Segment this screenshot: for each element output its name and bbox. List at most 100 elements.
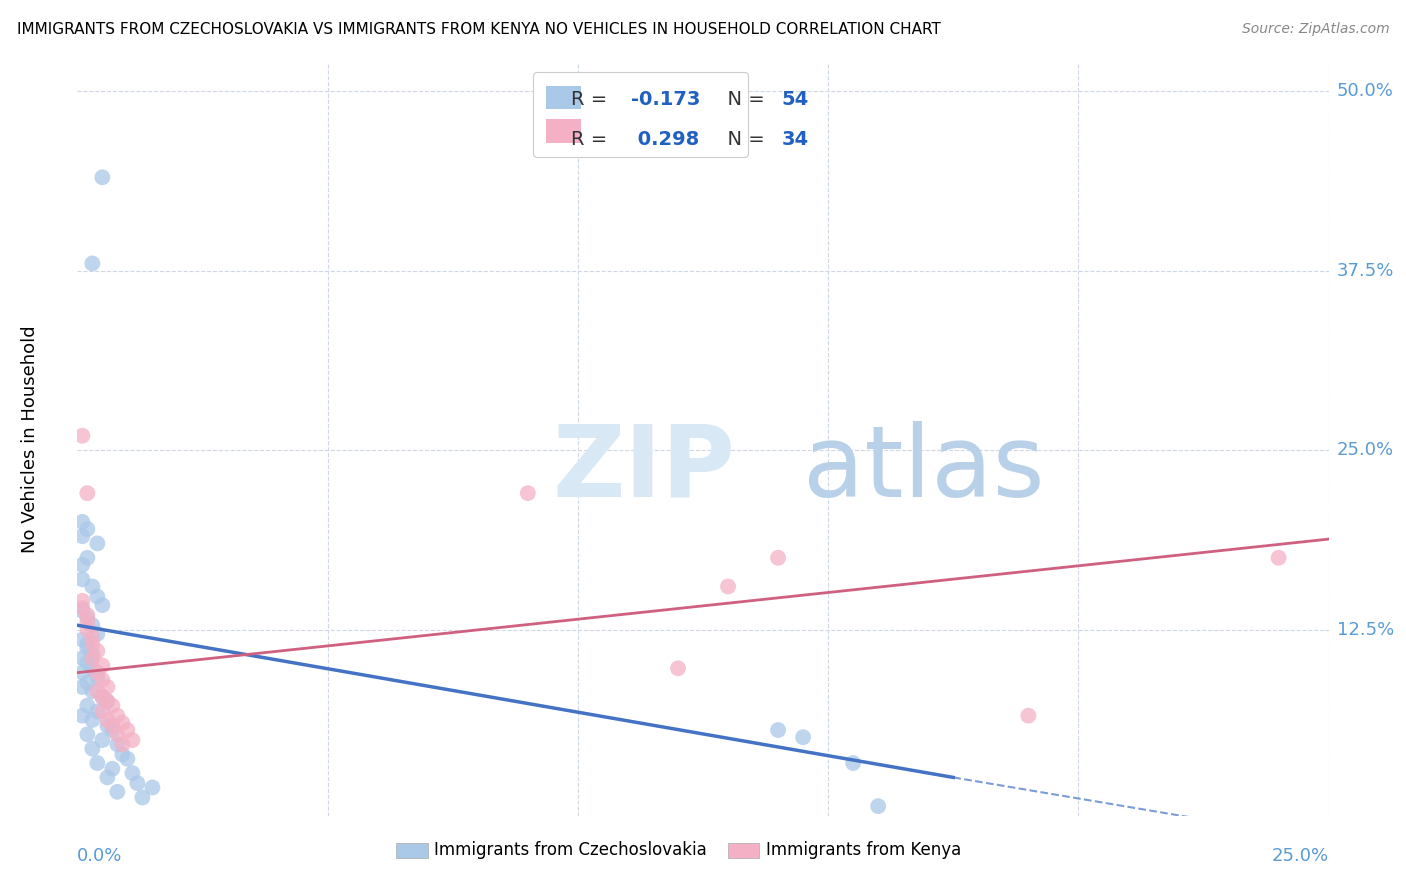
Point [86, 756, 108, 770]
Point [96, 680, 118, 694]
Point [76, 615, 98, 630]
Point [72, 708, 94, 723]
Point [76, 656, 98, 670]
Text: Source: ZipAtlas.com: Source: ZipAtlas.com [1241, 22, 1389, 37]
Point [101, 762, 124, 776]
Point [516, 486, 538, 500]
Point [72, 680, 94, 694]
Point [766, 550, 789, 565]
Point [101, 719, 124, 733]
Point [666, 661, 689, 675]
Point [101, 723, 124, 737]
Point [86, 670, 108, 684]
Point [91, 598, 114, 612]
Point [76, 486, 98, 500]
Point [72, 601, 94, 615]
Point [72, 558, 94, 572]
Point [86, 665, 108, 680]
Point [121, 766, 143, 780]
Point [76, 550, 98, 565]
Point [842, 756, 865, 770]
Point [82, 741, 104, 756]
Text: Immigrants from Kenya: Immigrants from Kenya [765, 841, 960, 859]
Point [86, 536, 108, 550]
Legend:                       ,                       : , [533, 72, 748, 157]
Point [91, 733, 114, 747]
Point [72, 428, 94, 442]
Point [86, 627, 108, 641]
Point [86, 590, 108, 604]
Point [117, 752, 139, 766]
Point [96, 771, 118, 785]
Point [82, 618, 104, 632]
Point [76, 522, 98, 536]
Text: atlas: atlas [803, 421, 1045, 518]
Point [72, 632, 94, 647]
Text: 34: 34 [782, 130, 808, 149]
Text: ZIP: ZIP [553, 421, 735, 518]
Point [96, 713, 118, 727]
Text: Immigrants from Czechoslovakia: Immigrants from Czechoslovakia [434, 841, 707, 859]
Point [76, 675, 98, 690]
Point [105, 785, 128, 799]
Text: 0.0%: 0.0% [77, 847, 122, 864]
Bar [396, 843, 427, 857]
Point [101, 698, 124, 713]
Point [72, 572, 94, 586]
Point [117, 723, 139, 737]
Point [72, 651, 94, 665]
Text: R =: R = [571, 89, 613, 109]
Point [72, 529, 94, 543]
Point [868, 799, 890, 814]
Point [111, 738, 134, 752]
Point [121, 733, 143, 747]
Text: 0.298: 0.298 [631, 130, 700, 149]
Point [82, 630, 104, 644]
Point [131, 790, 153, 805]
Point [76, 698, 98, 713]
Point [105, 708, 128, 723]
Point [91, 690, 114, 704]
Point [91, 690, 114, 704]
Text: -0.173: -0.173 [631, 89, 700, 109]
Point [76, 641, 98, 656]
Point [82, 256, 104, 270]
Text: IMMIGRANTS FROM CZECHOSLOVAKIA VS IMMIGRANTS FROM KENYA NO VEHICLES IN HOUSEHOLD: IMMIGRANTS FROM CZECHOSLOVAKIA VS IMMIGR… [17, 22, 941, 37]
Text: N =: N = [716, 89, 770, 109]
Point [76, 611, 98, 625]
Point [1017, 708, 1039, 723]
Point [91, 673, 114, 687]
Bar [728, 843, 759, 857]
Point [105, 738, 128, 752]
Point [76, 608, 98, 623]
Point [91, 705, 114, 719]
Point [91, 658, 114, 673]
Point [82, 651, 104, 665]
Point [82, 647, 104, 661]
Point [86, 644, 108, 658]
Point [82, 661, 104, 675]
Point [82, 713, 104, 727]
Point [91, 170, 114, 185]
Text: R =: R = [571, 130, 613, 149]
Point [105, 727, 128, 741]
Point [86, 684, 108, 698]
Point [127, 776, 149, 790]
Text: 25.0%: 25.0% [1271, 847, 1329, 864]
Point [82, 684, 104, 698]
Text: 25.0%: 25.0% [1337, 441, 1395, 459]
Text: N =: N = [716, 130, 770, 149]
Point [82, 637, 104, 651]
Point [111, 747, 134, 762]
Point [86, 705, 108, 719]
Point [76, 637, 98, 651]
Point [717, 579, 740, 593]
Text: 54: 54 [782, 89, 808, 109]
Point [111, 715, 134, 730]
Point [72, 515, 94, 529]
Text: 50.0%: 50.0% [1337, 82, 1393, 100]
Text: 12.5%: 12.5% [1337, 621, 1395, 639]
Text: 37.5%: 37.5% [1337, 261, 1395, 279]
Point [82, 579, 104, 593]
Point [96, 719, 118, 733]
